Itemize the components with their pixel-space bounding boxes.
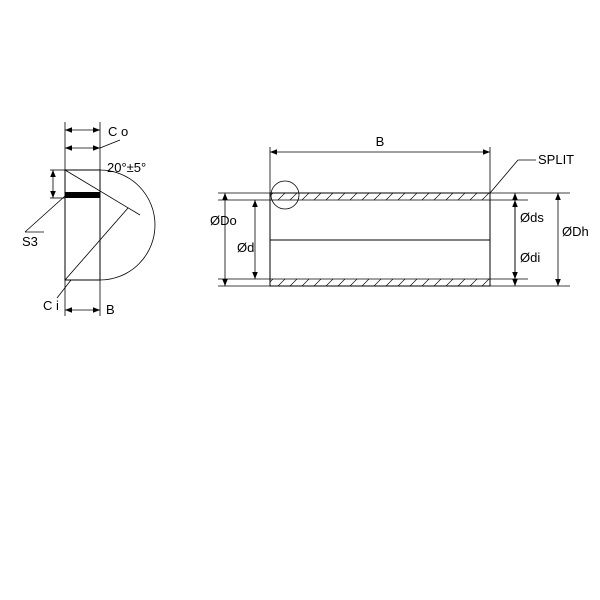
label-Dh: ØDh — [562, 224, 589, 239]
label-B-right: B — [376, 134, 385, 149]
label-d: Ød — [237, 240, 254, 255]
label-Co: C o — [108, 124, 128, 139]
label-S3: S3 — [22, 234, 38, 249]
label-Do: ØDo — [210, 213, 237, 228]
label-di: Ødi — [520, 250, 540, 265]
label-Ci: C i — [43, 298, 59, 313]
label-ds: Øds — [520, 210, 544, 225]
label-split: SPLIT — [538, 152, 574, 167]
label-B-left: B — [106, 302, 115, 317]
engineering-drawing: B ØDoØd Øds Ødi ØDh SPLIT C o 20°±5° S3 C i B — [0, 0, 600, 600]
label-angle: 20°±5° — [107, 160, 146, 175]
